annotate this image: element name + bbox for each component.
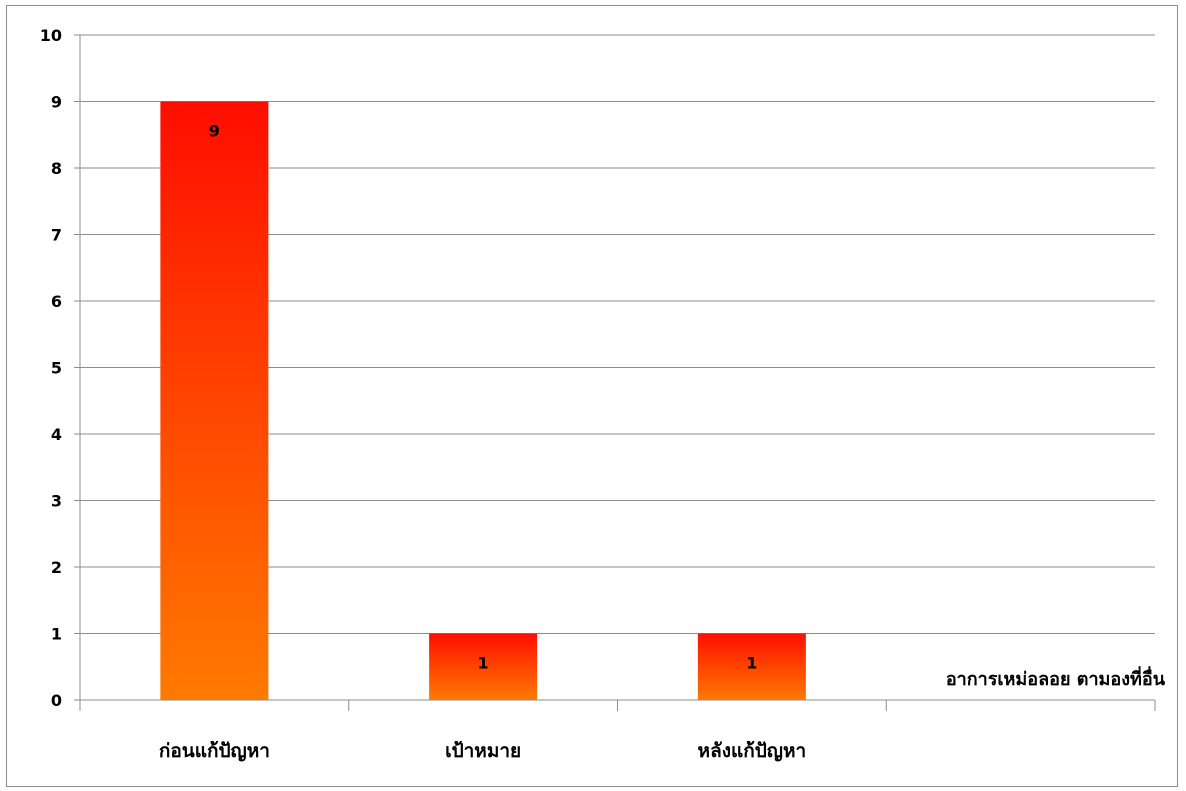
bar [429, 633, 538, 700]
bar-data-label: 1 [478, 654, 489, 673]
y-tick-label: 0 [51, 691, 62, 710]
y-tick-label: 8 [51, 159, 62, 178]
x-category-label: หลังแก้ปัญหา [698, 740, 807, 762]
bar-data-label: 9 [209, 122, 220, 141]
y-tick-label: 1 [51, 625, 62, 644]
y-tick-label: 7 [51, 226, 62, 245]
bar-data-label: 1 [746, 654, 757, 673]
y-tick-label: 2 [51, 558, 62, 577]
y-tick-label: 10 [40, 26, 62, 45]
x-category-label: ก่อนแก้ปัญหา [159, 740, 270, 762]
x-category-label: เป้าหมาย [445, 740, 521, 762]
bar [697, 633, 806, 700]
axes [74, 34, 1156, 711]
y-tick-label: 9 [51, 93, 62, 112]
y-tick-label: 5 [51, 359, 62, 378]
bar [160, 101, 269, 700]
y-tick-label: 3 [51, 492, 62, 511]
bars [160, 101, 806, 700]
labels: อาการเหม่อลอย ตามองที่อื่น 0 1 2 3 4 5 6 7 8 9 10 9… [40, 26, 1166, 762]
y-tick-label: 4 [51, 425, 62, 444]
y-tick-label: 6 [51, 292, 62, 311]
chart-annotation: อาการเหม่อลอย ตามองที่อื่น [946, 666, 1166, 690]
